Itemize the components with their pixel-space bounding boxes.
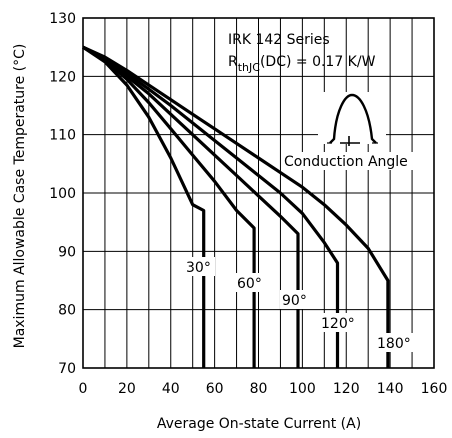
y-tick-label: 100 [49, 186, 76, 202]
y-axis-label: Maximum Allowable Case Temperature (°C) [12, 44, 28, 349]
plot-frame [82, 17, 435, 369]
x-tick-label: 40 [162, 381, 180, 397]
conduction-angle-label: Conduction Angle [284, 154, 408, 170]
waveform-label-bg [282, 152, 424, 170]
y-tick-labels: 70 80 90 100 110 120 130 [49, 11, 76, 377]
x-tick-label: 120 [333, 381, 360, 397]
y-tick-label: 80 [58, 303, 76, 319]
series-line [82, 45, 340, 368]
y-tick-label: 90 [58, 244, 76, 260]
rth-subscript: thJC [238, 61, 261, 74]
series-line [82, 45, 256, 368]
y-tick-label: 120 [49, 69, 76, 85]
y-tick-label: 130 [49, 11, 76, 27]
rth-annotation: RthJC(DC) = 0.17 K/W [228, 54, 376, 74]
x-axis-label: Average On-state Current (A) [157, 416, 361, 432]
series-label: 180° [377, 336, 411, 352]
x-tick-label: 0 [79, 381, 88, 397]
curves [82, 45, 390, 368]
x-tick-label: 80 [250, 381, 268, 397]
series-annotation: IRK 142 Series [228, 32, 330, 48]
series-label-bg [375, 333, 415, 352]
series-label-bg [235, 273, 266, 292]
series-line [82, 45, 390, 368]
series-label: 30° [186, 260, 211, 276]
y-tick-label: 70 [58, 361, 76, 377]
series-label: 120° [321, 316, 355, 332]
x-tick-labels: 0 20 40 60 80 100 120 140 160 [79, 381, 448, 397]
x-tick-label: 20 [118, 381, 136, 397]
grid [83, 18, 434, 368]
series-line [82, 45, 300, 368]
series-label-bg [280, 290, 311, 309]
rth-main: R [228, 54, 238, 70]
x-tick-label: 100 [289, 381, 316, 397]
series-label: 60° [237, 276, 262, 292]
conduction-angle-waveform-icon [318, 92, 386, 146]
series-labels: 30° 60° 90° 120° 180° [184, 257, 415, 352]
series-label-bg [319, 313, 359, 332]
series-line [82, 45, 206, 368]
x-tick-label: 140 [377, 381, 404, 397]
series-label: 90° [282, 293, 307, 309]
rth-rest: (DC) = 0.17 K/W [260, 54, 376, 70]
x-tick-label: 160 [421, 381, 448, 397]
x-tick-label: 60 [206, 381, 224, 397]
series-label-bg [184, 257, 215, 276]
y-tick-label: 110 [49, 128, 76, 144]
